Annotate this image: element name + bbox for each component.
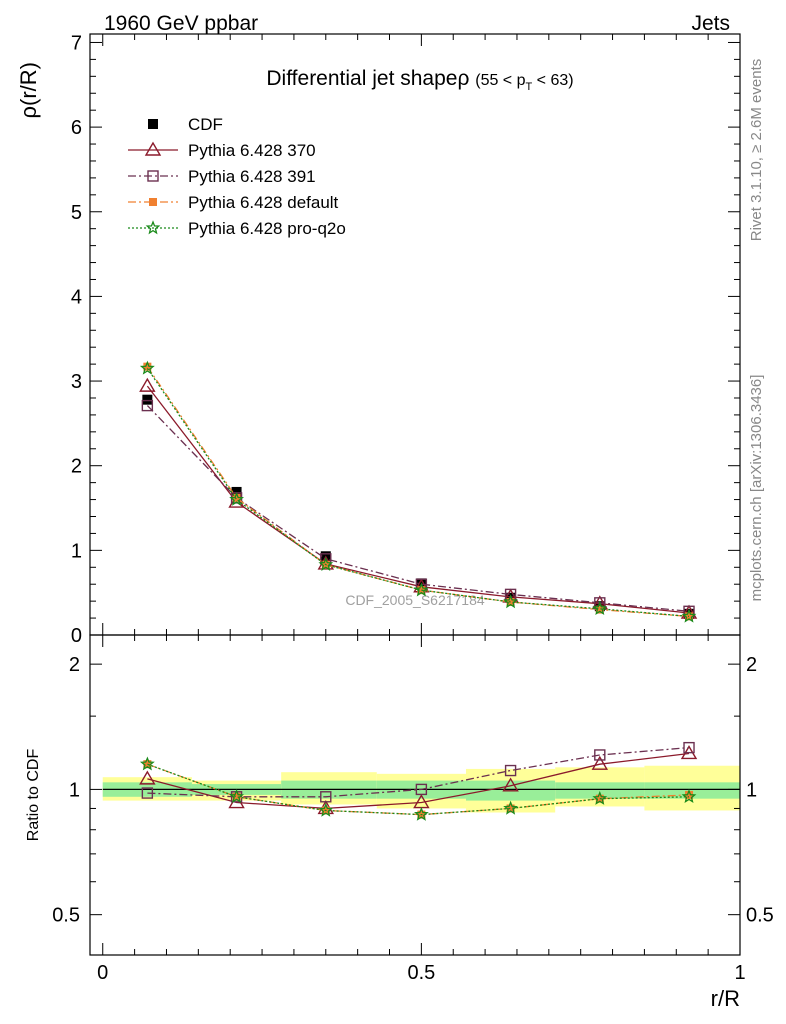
ratio-data-point (503, 800, 518, 815)
ratio-data-point (415, 783, 428, 796)
legend-marker (144, 141, 162, 156)
y-tick-label: 0 (71, 625, 82, 647)
mcplots-label: mcplots.cern.ch [arXiv:1306.3436] (748, 375, 765, 602)
chart-title: Differential jet shapeρ (55 < pT < 63) (266, 67, 573, 93)
legend-marker (145, 220, 161, 235)
data-point (592, 600, 608, 616)
ratio-series-line (147, 763, 690, 816)
ratio-data-point (139, 756, 155, 771)
data-point (139, 377, 156, 392)
stat-band (644, 782, 740, 799)
ratio-data-point (681, 788, 697, 804)
x-tick-label: 1 (734, 962, 745, 984)
data-point (142, 394, 153, 405)
ratio-y-tick-label: 1 (69, 779, 80, 801)
ratio-data-point (591, 755, 609, 770)
data-point (143, 362, 152, 371)
ratio-y-tick-label-right: 0.5 (746, 905, 774, 927)
ratio-data-point (318, 802, 334, 817)
data-point (229, 491, 245, 506)
ratio-plot-panel: 0.5 0.5 1 1 2 2 0 0.5 1 Ratio to CDF r/R (25, 634, 774, 1011)
y-tick-label: 2 (71, 456, 82, 478)
ratio-data-point (502, 777, 519, 792)
rivet-label: Rivet 3.1.10, ≥ 2.6M events (748, 59, 765, 242)
data-point (232, 493, 241, 502)
data-point (503, 594, 518, 609)
y-tick-label: 3 (71, 371, 82, 393)
ratio-data-point (683, 741, 695, 754)
y-tick-label: 7 (71, 32, 82, 54)
legend-label: Pythia 6.428 391 (188, 167, 316, 186)
ratio-y-tick-label: 0.5 (52, 905, 80, 927)
ratio-y-tick-label-right: 2 (746, 654, 757, 676)
header-right: Jets (691, 12, 730, 35)
x-axis-label: r/R (711, 986, 740, 1011)
ratio-y-tick-label: 2 (69, 654, 80, 676)
header-left: 1960 GeV ppbar (104, 12, 258, 35)
y-tick-label: 5 (71, 202, 82, 224)
ratio-series-line (147, 746, 690, 798)
ratio-data-point (685, 790, 694, 799)
x-tick-label: 0.5 (407, 962, 435, 984)
ratio-data-point (592, 790, 608, 805)
ratio-frame (89, 634, 741, 956)
y-tick-label: 4 (71, 286, 82, 308)
ratio-series-line (147, 752, 690, 810)
ratio-data-point (594, 749, 606, 761)
x-tick-label: 0 (97, 962, 108, 984)
legend-label: Pythia 6.428 370 (188, 141, 316, 160)
legend-marker (147, 170, 159, 182)
data-point (681, 608, 697, 623)
y-tick-label: 6 (71, 117, 82, 139)
main-plot-panel: 0 1 2 3 4 5 6 7 ρ(r/R) Differential jet shapeρ (5… (16, 32, 741, 647)
data-point (139, 360, 155, 375)
data-point (141, 399, 154, 412)
ratio-data-point (506, 804, 515, 813)
legend-marker (148, 119, 158, 129)
data-point (417, 586, 426, 595)
legend-label: CDF (188, 115, 223, 134)
watermark: CDF_2005_S6217184 (345, 592, 485, 608)
ratio-data-point (414, 806, 429, 821)
y-tick-label: 1 (71, 540, 82, 562)
ratio-data-point (320, 791, 332, 803)
ratio-data-point (229, 789, 245, 804)
data-point (231, 486, 242, 497)
legend-marker (149, 198, 157, 206)
ratio-y-tick-label-right: 1 (746, 779, 757, 801)
ratio-data-point (504, 764, 517, 777)
data-point (685, 612, 694, 621)
ratio-data-point (139, 770, 156, 785)
data-point (318, 556, 334, 572)
ratio-y-axis-label: Ratio to CDF (25, 749, 42, 842)
data-point (595, 605, 604, 614)
y-axis-label: ρ(r/R) (16, 62, 41, 119)
stat-band (555, 782, 645, 799)
data-point (414, 582, 429, 597)
legend-label: Pythia 6.428 pro-q2o (188, 219, 346, 238)
ratio-data-point (141, 787, 154, 799)
legend-label: Pythia 6.428 default (188, 193, 339, 212)
ratio-data-point (232, 792, 241, 801)
ratio-data-point (143, 760, 152, 769)
